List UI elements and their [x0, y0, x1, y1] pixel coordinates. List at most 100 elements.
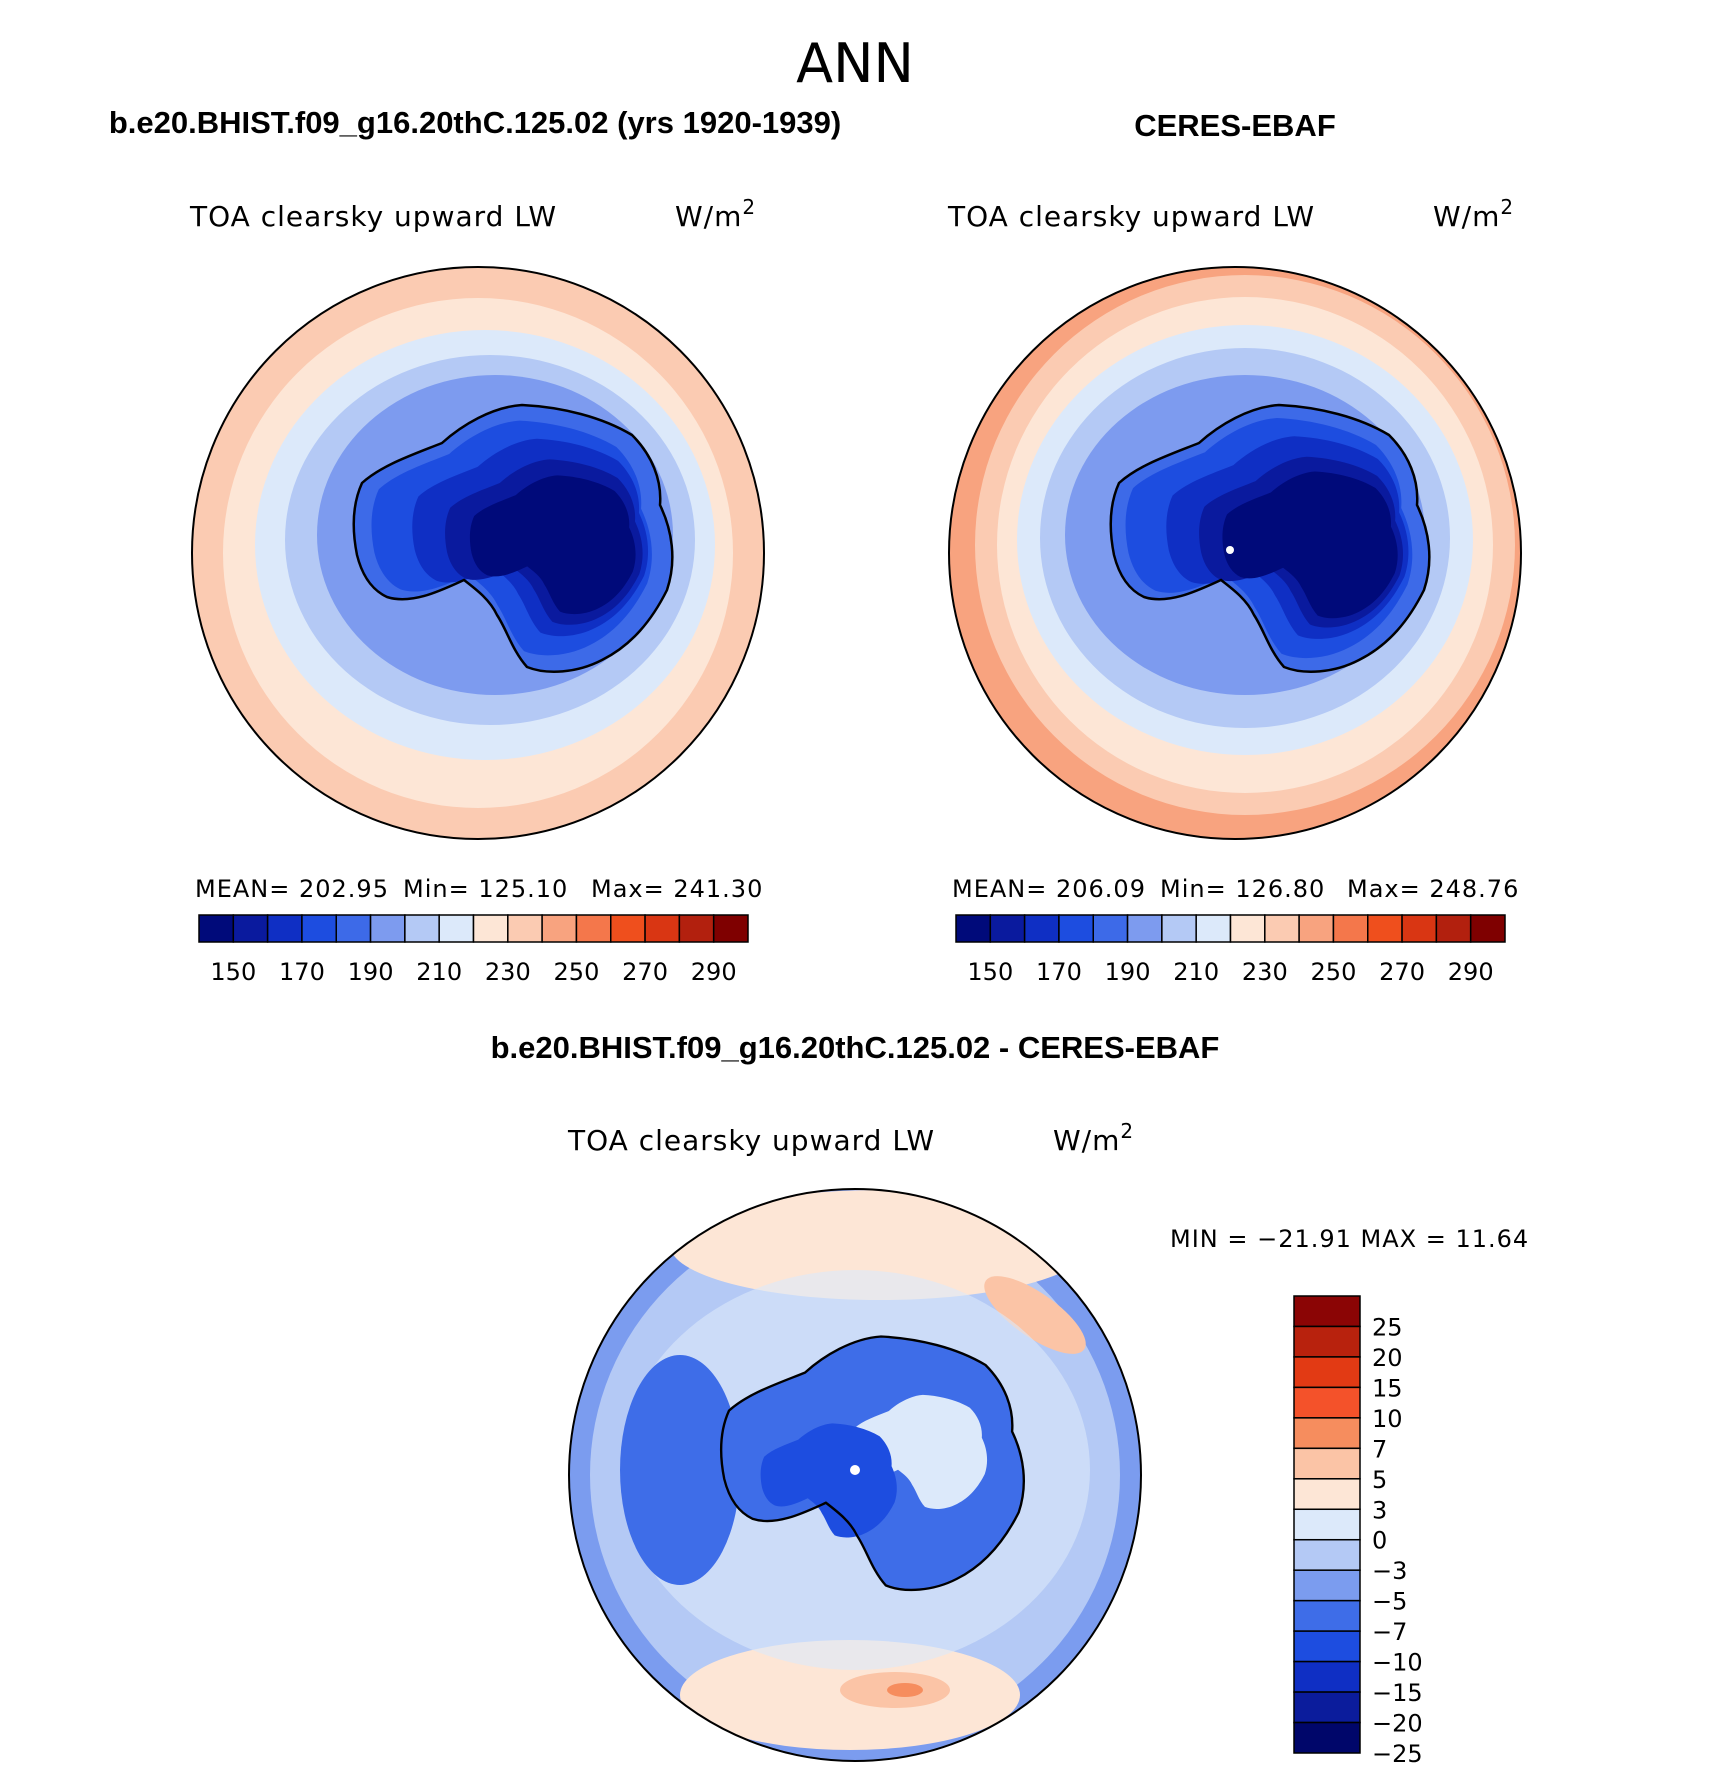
colorbar-model-swatch [644, 914, 681, 943]
colorbar-obs-swatch [1058, 914, 1094, 943]
colorbar-obs-tick-label: 230 [1242, 958, 1288, 986]
panel-obs: CERES-EBAF TOA clearsky upward LW W/m2 M… [947, 108, 1522, 986]
colorbar-obs-tick-label: 290 [1448, 958, 1494, 986]
colorbar-obs-swatch [1126, 914, 1163, 943]
colorbar-model-tick-label: 170 [279, 958, 325, 986]
colorbar-obs-swatch [1298, 914, 1335, 943]
colorbar-model-swatch [198, 914, 235, 943]
colorbar-diff-swatch [1293, 1538, 1361, 1571]
colorbar-diff-swatch [1293, 1599, 1361, 1632]
obs-max: Max= 248.76 [1347, 875, 1519, 903]
map-obs-boundary [948, 266, 1522, 840]
colorbar-obs-swatch [1092, 914, 1129, 943]
colorbar-obs-labels: 150 170 190 210 230 250 270 290 [967, 958, 1493, 986]
map-diff-positive-right [984, 1276, 1086, 1354]
panel-diff-subtitle: TOA clearsky upward LW [567, 1124, 935, 1157]
colorbar-diff-tick-label: 10 [1372, 1405, 1403, 1433]
colorbar-diff-swatch [1293, 1447, 1361, 1480]
colorbar-obs-swatch [1023, 914, 1060, 943]
map-model-boundary [191, 266, 765, 840]
colorbar-model-tick-label: 190 [348, 958, 394, 986]
colorbar-obs-tick-label: 250 [1311, 958, 1357, 986]
colorbar-diff-swatch [1293, 1386, 1361, 1419]
colorbar-obs-swatch [1229, 914, 1266, 943]
colorbar-obs-tick-label: 210 [1173, 958, 1219, 986]
colorbar-diff-swatch [1293, 1356, 1361, 1389]
colorbar-model-swatch [232, 914, 269, 943]
colorbar-obs-tick-label: 190 [1105, 958, 1151, 986]
colorbar-diff-tick-label: 20 [1372, 1344, 1403, 1372]
colorbar-obs-tick-label: 150 [967, 958, 1013, 986]
colorbar-diff-tick-label: −15 [1372, 1679, 1423, 1707]
colorbar-diff-swatch [1293, 1508, 1361, 1541]
colorbar-model-swatch [678, 914, 715, 943]
colorbar-model-tick-label: 250 [554, 958, 600, 986]
colorbar-model-swatch [712, 914, 749, 943]
colorbar-diff-swatch [1293, 1417, 1361, 1450]
model-max: Max= 241.30 [591, 875, 763, 903]
map-diff [569, 1189, 1141, 1761]
map-diff-boundary [568, 1188, 1142, 1762]
colorbar-diff-tick-label: 5 [1372, 1466, 1387, 1494]
panel-obs-title: CERES-EBAF [1134, 108, 1336, 143]
map-diff-west-neg [620, 1355, 740, 1585]
colorbar-model-swatch [610, 914, 646, 943]
colorbar-obs-swatch [1367, 914, 1403, 943]
colorbar-obs [955, 914, 1506, 943]
colorbar-diff-swatch [1293, 1478, 1361, 1511]
colorbar-diff-swatch [1293, 1295, 1361, 1328]
model-mean: MEAN= 202.95 [195, 875, 389, 903]
colorbar-obs-swatch [1469, 914, 1506, 943]
panel-obs-units: W/m2 [1433, 195, 1514, 233]
colorbar-model-tick-label: 270 [622, 958, 668, 986]
panel-diff-units: W/m2 [1053, 1119, 1134, 1157]
colorbar-model-swatch [404, 914, 440, 943]
colorbar-diff-tick-label: −10 [1372, 1649, 1423, 1677]
panel-model-title: b.e20.BHIST.f09_g16.20thC.125.02 (yrs 19… [109, 105, 841, 140]
colorbar-obs-swatch [1332, 914, 1369, 943]
panel-model-stats: MEAN= 202.95 Min= 125.10 Max= 241.30 [195, 875, 763, 903]
map-diff-pole-point [850, 1465, 860, 1475]
colorbar-diff-swatch [1293, 1630, 1361, 1663]
obs-min: Min= 126.80 [1160, 875, 1325, 903]
map-diff-positive-bottom-peak [887, 1683, 923, 1697]
panel-model-units: W/m2 [675, 195, 756, 233]
panel-obs-subtitle: TOA clearsky upward LW [947, 200, 1315, 233]
colorbar-model-tick-label: 290 [691, 958, 737, 986]
colorbar-diff-swatch [1293, 1721, 1361, 1754]
colorbar-diff-tick-label: 0 [1372, 1527, 1387, 1555]
colorbar-model-swatch [472, 914, 509, 943]
colorbar-diff-tick-label: 15 [1372, 1374, 1403, 1402]
colorbar-model-labels: 150 170 190 210 230 250 270 290 [210, 958, 736, 986]
colorbar-diff-swatch [1293, 1691, 1361, 1724]
map-obs [949, 267, 1521, 839]
colorbar-obs-swatch [1435, 914, 1472, 943]
colorbar-diff-swatch [1293, 1325, 1361, 1358]
colorbar-obs-swatch [1195, 914, 1232, 943]
colorbar-diff-tick-label: −20 [1372, 1710, 1423, 1738]
colorbar-model [198, 914, 749, 943]
obs-mean: MEAN= 206.09 [952, 875, 1146, 903]
colorbar-diff-tick-label: −3 [1372, 1557, 1407, 1585]
figure-title: ANN [796, 32, 914, 95]
panel-diff: b.e20.BHIST.f09_g16.20thC.125.02 - CERES… [491, 1030, 1529, 1766]
colorbar-obs-swatch [955, 914, 992, 943]
colorbar-diff-tick-label: −25 [1372, 1740, 1423, 1766]
colorbar-model-swatch [335, 914, 372, 943]
colorbar-obs-tick-label: 170 [1036, 958, 1082, 986]
colorbar-diff-tick-label: 3 [1372, 1496, 1387, 1524]
panel-model-subtitle: TOA clearsky upward LW [189, 200, 557, 233]
model-min: Min= 125.10 [403, 875, 568, 903]
colorbar-model-swatch [266, 914, 303, 943]
panel-diff-title: b.e20.BHIST.f09_g16.20thC.125.02 - CERES… [491, 1030, 1220, 1065]
map-obs-pole-point [1226, 546, 1234, 554]
colorbar-obs-swatch [1161, 914, 1197, 943]
panel-model: b.e20.BHIST.f09_g16.20thC.125.02 (yrs 19… [109, 105, 841, 986]
colorbar-model-swatch [575, 914, 612, 943]
colorbar-model-swatch [541, 914, 578, 943]
colorbar-model-tick-label: 150 [210, 958, 256, 986]
colorbar-model-swatch [369, 914, 406, 943]
diff-minmax: MIN = −21.91 MAX = 11.64 [1170, 1225, 1529, 1253]
